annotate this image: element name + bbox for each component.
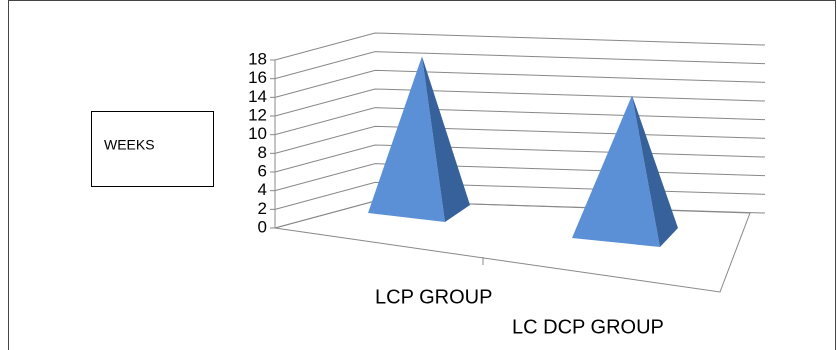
x-tick-label: LC DCP GROUP: [512, 316, 664, 338]
grid-line: [274, 88, 766, 117]
x-tick-label: LCP GROUP: [375, 286, 492, 308]
y-tick-label: 12: [248, 105, 267, 124]
grid-line: [274, 69, 766, 98]
pyramid-side: [632, 95, 678, 247]
pyramid: [572, 95, 678, 247]
pyramid: [368, 56, 470, 223]
floor: [274, 200, 751, 293]
grid-line: [274, 32, 766, 61]
y-tick-label: 16: [248, 68, 267, 87]
grid-line: [274, 200, 766, 229]
chart-frame: [8, 0, 836, 350]
y-tick-label: 2: [258, 199, 267, 218]
y-label-box: [91, 111, 214, 187]
y-tick-label: 4: [258, 180, 267, 199]
y-tick-label: 18: [248, 49, 267, 68]
y-tick-label: 6: [258, 161, 267, 180]
grid-line: [274, 51, 766, 80]
pyramid-side: [422, 56, 470, 223]
y-tick-label: 8: [258, 143, 267, 162]
pyramid-front: [368, 56, 445, 223]
y-tick-label: 0: [258, 217, 267, 236]
y-tick-label: 14: [248, 87, 267, 106]
y-axis-label: WEEKS: [104, 137, 155, 153]
y-tick-label: 10: [248, 124, 267, 143]
pyramid-front: [572, 95, 660, 247]
